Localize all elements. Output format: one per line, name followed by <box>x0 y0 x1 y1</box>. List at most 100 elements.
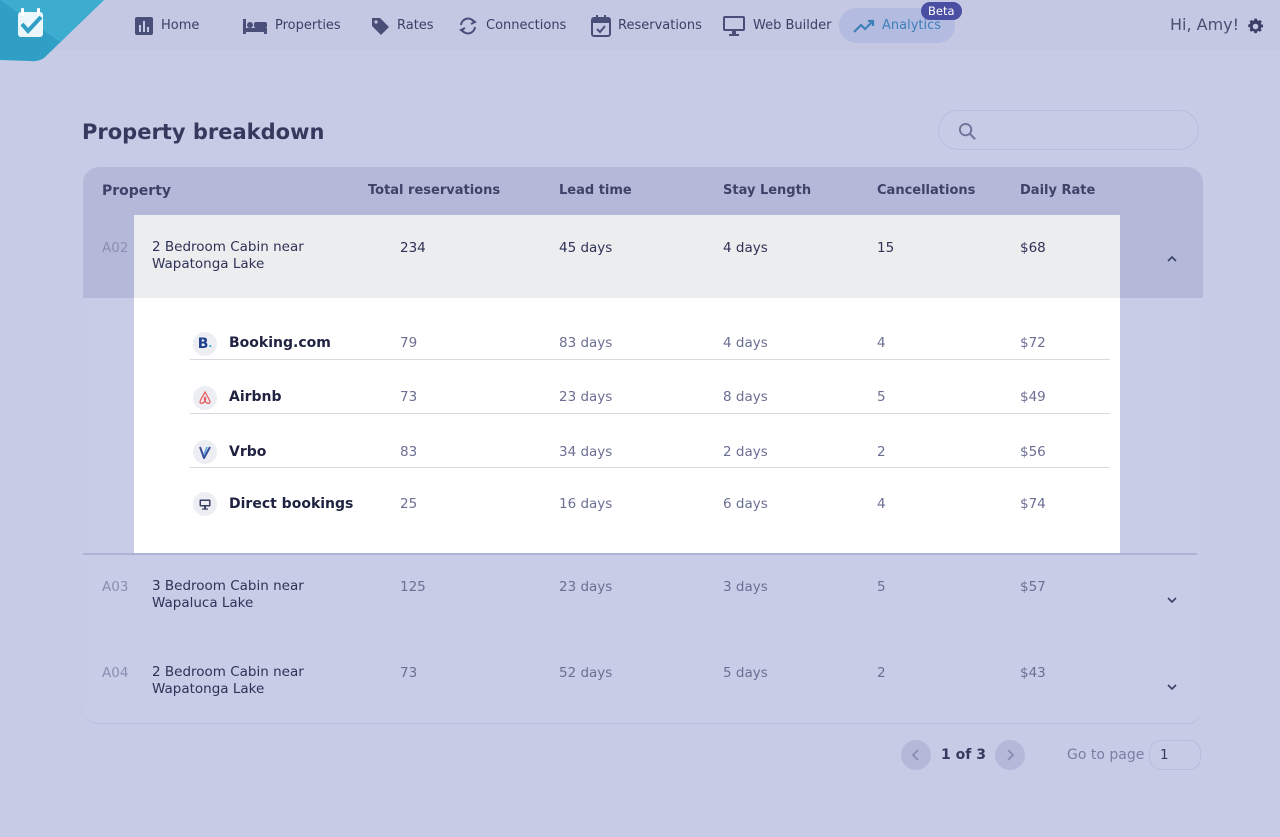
channel-total: 79 <box>400 335 418 351</box>
nav-properties-label: Properties <box>275 18 341 33</box>
cancellations: 2 <box>877 665 886 681</box>
app-logo[interactable] <box>0 0 104 62</box>
channel-rate: $74 <box>1020 496 1046 512</box>
stay-length: 5 days <box>723 665 768 681</box>
nav-connections[interactable]: Connections <box>443 8 580 43</box>
search-icon <box>958 122 976 140</box>
chevron-right-icon <box>1007 749 1015 761</box>
header-stay-length[interactable]: Stay Length <box>723 183 812 198</box>
trend-up-icon <box>853 19 875 33</box>
search-input[interactable] <box>938 110 1199 150</box>
stay-length: 4 days <box>723 240 768 256</box>
channel-name: Airbnb <box>229 389 282 405</box>
channel-name: Booking.com <box>229 335 331 351</box>
go-to-page-input[interactable] <box>1149 740 1201 770</box>
divider <box>190 467 1110 468</box>
chevron-down-icon[interactable] <box>1166 683 1178 691</box>
nav-properties[interactable]: Properties <box>228 8 355 43</box>
tag-icon <box>372 17 389 35</box>
calendar-check-icon <box>591 14 611 37</box>
channel-stay: 6 days <box>723 496 768 512</box>
property-name[interactable]: 2 Bedroom Cabin near Wapatonga Lake <box>152 664 304 697</box>
nav-home-label: Home <box>161 18 200 33</box>
property-table: Property Total reservations Lead time St… <box>83 167 1203 724</box>
user-greeting[interactable]: Hi, Amy! <box>1170 15 1240 34</box>
channel-rate: $49 <box>1020 389 1046 405</box>
page-indicator: 1 of 3 <box>941 747 986 763</box>
nav-rates-label: Rates <box>397 18 434 33</box>
channel-rate: $72 <box>1020 335 1046 351</box>
nav-reservations[interactable]: Reservations <box>577 8 716 43</box>
nav-rates[interactable]: Rates <box>356 8 448 43</box>
vrbo-icon <box>193 440 217 464</box>
monitor-icon <box>723 15 745 36</box>
beta-badge: Beta <box>921 2 962 20</box>
gear-icon[interactable] <box>1246 17 1265 36</box>
stay-length: 3 days <box>723 579 768 595</box>
top-navigation-bar: Home Properties Rates Connections Reserv… <box>0 0 1280 62</box>
header-daily-rate[interactable]: Daily Rate <box>1020 183 1096 198</box>
daily-rate: $68 <box>1020 240 1046 256</box>
header-property[interactable]: Property <box>102 183 172 199</box>
nav-analytics-label: Analytics <box>882 18 942 33</box>
lead-time: 23 days <box>559 579 613 595</box>
header-cancellations[interactable]: Cancellations <box>877 183 976 198</box>
nav-connections-label: Connections <box>486 18 567 33</box>
cancellations: 15 <box>877 240 895 256</box>
lead-time: 52 days <box>559 665 613 681</box>
property-name[interactable]: 3 Bedroom Cabin near Wapaluca Lake <box>152 578 304 611</box>
cancellations: 5 <box>877 579 886 595</box>
booking-icon: B. <box>193 332 217 356</box>
channel-total: 83 <box>400 444 418 460</box>
lead-time: 45 days <box>559 240 613 256</box>
row-separator <box>83 553 1197 555</box>
total-reservations: 73 <box>400 665 418 681</box>
table-row-a02-content <box>134 215 1120 298</box>
channel-name: Vrbo <box>229 444 267 460</box>
nav-web-builder[interactable]: Web Builder <box>708 8 845 43</box>
nav-home[interactable]: Home <box>120 8 213 43</box>
channel-lead: 83 days <box>559 335 613 351</box>
table-header: Property Total reservations Lead time St… <box>83 167 1203 215</box>
sync-icon <box>459 17 477 34</box>
channel-stay: 8 days <box>723 389 768 405</box>
channel-name: Direct bookings <box>229 496 354 512</box>
channel-lead: 16 days <box>559 496 613 512</box>
channel-cancel: 2 <box>877 444 886 460</box>
header-lead-time[interactable]: Lead time <box>559 183 632 198</box>
channel-cancel: 4 <box>877 496 886 512</box>
daily-rate: $43 <box>1020 665 1046 681</box>
header-total-reservations[interactable]: Total reservations <box>368 183 501 198</box>
chevron-down-icon[interactable] <box>1166 596 1178 604</box>
channel-total: 25 <box>400 496 418 512</box>
channel-lead: 23 days <box>559 389 613 405</box>
chevron-up-icon[interactable] <box>1166 255 1178 263</box>
total-reservations: 125 <box>400 579 426 595</box>
property-code: A03 <box>102 579 129 595</box>
channel-stay: 2 days <box>723 444 768 460</box>
channel-stay: 4 days <box>723 335 768 351</box>
page-title: Property breakdown <box>82 120 325 144</box>
monitor-icon <box>193 492 217 516</box>
go-to-page-label: Go to page <box>1067 747 1145 763</box>
bar-chart-icon <box>135 16 153 35</box>
channel-cancel: 4 <box>877 335 886 351</box>
channel-total: 73 <box>400 389 418 405</box>
property-code: A04 <box>102 665 129 681</box>
airbnb-icon <box>193 386 217 410</box>
total-reservations: 234 <box>400 240 426 256</box>
channel-rate: $56 <box>1020 444 1046 460</box>
property-code: A02 <box>102 240 129 256</box>
next-page-button[interactable] <box>995 740 1025 770</box>
property-name[interactable]: 2 Bedroom Cabin near Wapatonga Lake <box>152 239 304 272</box>
daily-rate: $57 <box>1020 579 1046 595</box>
bed-icon <box>243 18 267 34</box>
channel-cancel: 5 <box>877 389 886 405</box>
previous-page-button[interactable] <box>901 740 931 770</box>
channel-lead: 34 days <box>559 444 613 460</box>
channel-breakdown-panel: B. Booking.com 79 83 days 4 days 4 $72 A… <box>134 298 1120 553</box>
nav-reservations-label: Reservations <box>618 18 702 33</box>
divider <box>190 413 1110 414</box>
divider <box>190 359 1110 360</box>
chevron-left-icon <box>911 749 919 761</box>
